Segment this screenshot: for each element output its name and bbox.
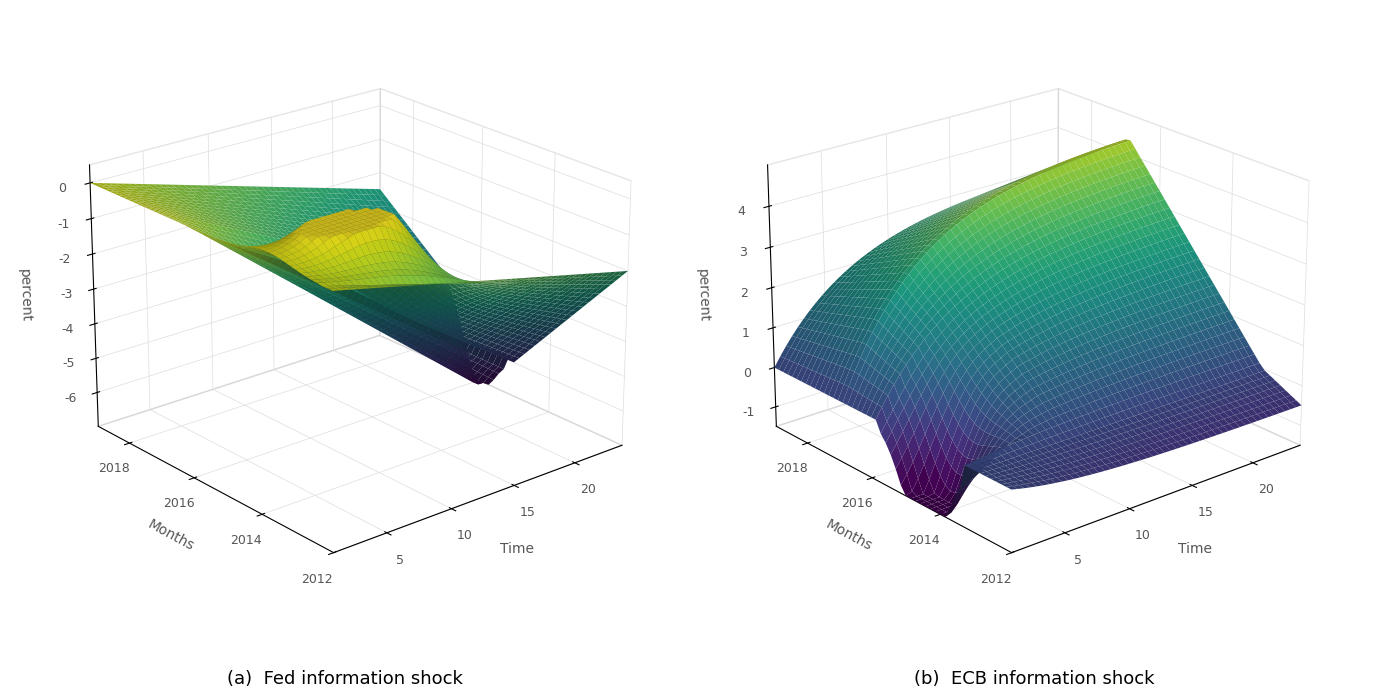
X-axis label: Time: Time: [1178, 542, 1212, 556]
Y-axis label: Months: Months: [145, 518, 197, 553]
Text: (a)  Fed information shock: (a) Fed information shock: [226, 670, 463, 688]
X-axis label: Time: Time: [501, 542, 534, 556]
Text: (b)  ECB information shock: (b) ECB information shock: [914, 670, 1154, 688]
Y-axis label: Months: Months: [823, 518, 874, 553]
